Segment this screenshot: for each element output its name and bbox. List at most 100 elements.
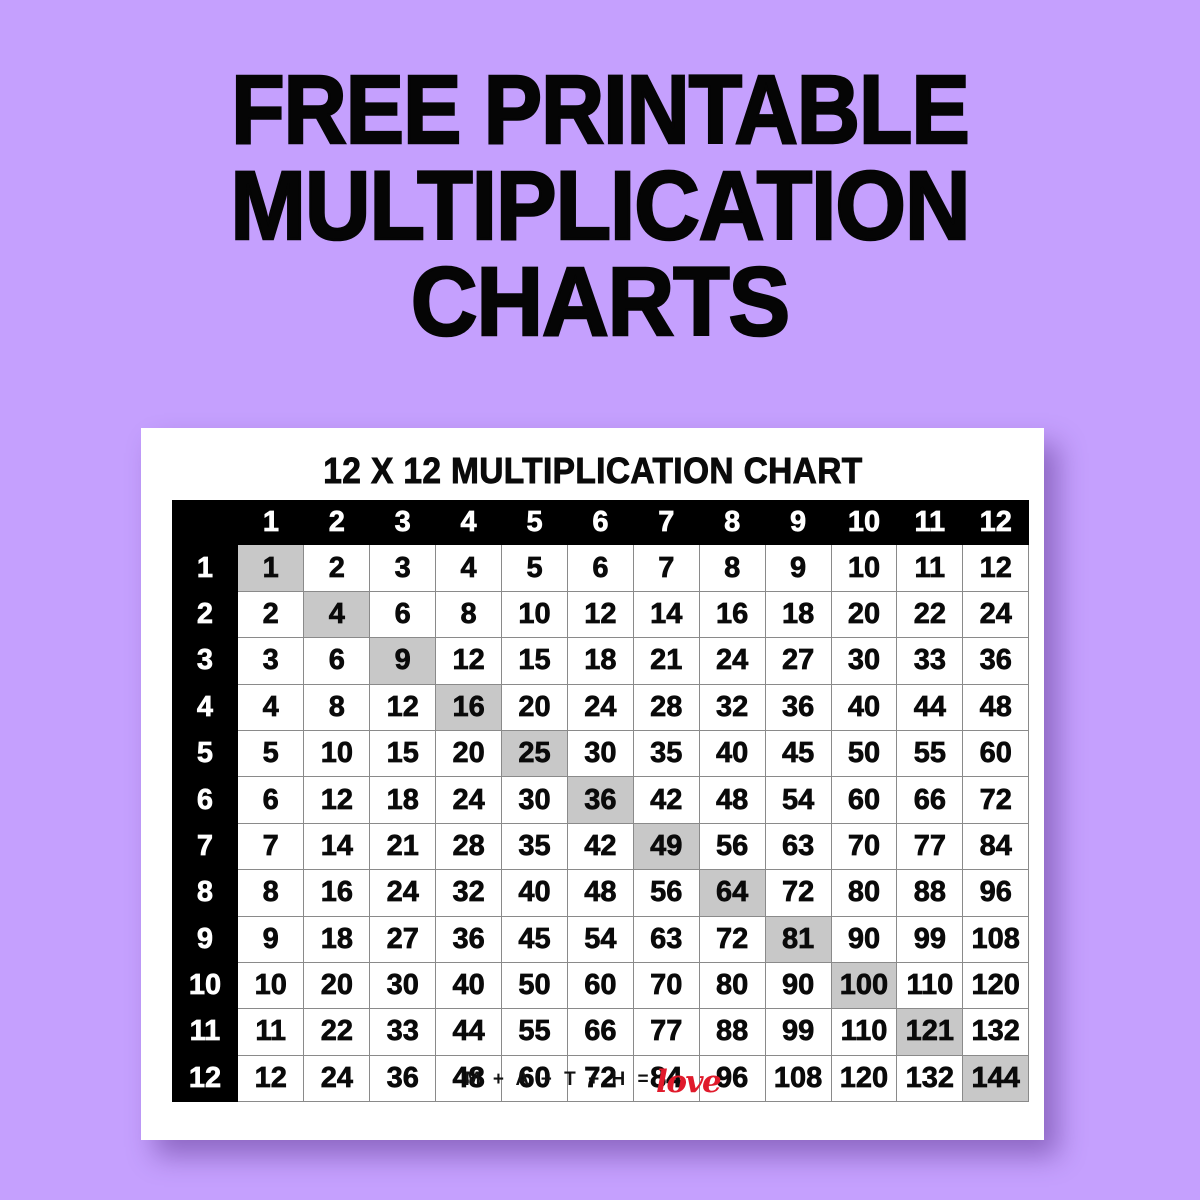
logo-love-text: love bbox=[656, 1064, 722, 1100]
cell-6x6: 36 bbox=[566, 776, 634, 824]
cell-6x7: 42 bbox=[632, 776, 700, 824]
cell-12x6: 72 bbox=[566, 1054, 634, 1103]
table-row: 9 9 18 27 36 45 54 63 72 81 90 99 108 bbox=[172, 915, 1030, 963]
cell-1x11: 11 bbox=[896, 545, 964, 592]
cell-1x10: 10 bbox=[830, 545, 898, 592]
cell-7x4: 28 bbox=[435, 822, 503, 871]
cell-9x3: 27 bbox=[369, 915, 437, 963]
column-header-1: 1 bbox=[238, 500, 304, 546]
page-title: FREE PRINTABLE MULTIPLICATION CHARTS bbox=[0, 55, 1200, 357]
cell-7x12: 84 bbox=[962, 822, 1030, 871]
cell-10x3: 30 bbox=[369, 961, 437, 1010]
cell-11x12: 132 bbox=[962, 1008, 1030, 1056]
table-row: 8 8 16 24 32 40 48 56 64 72 80 88 96 bbox=[172, 869, 1030, 917]
cell-2x4: 8 bbox=[435, 590, 503, 639]
cell-4x5: 20 bbox=[501, 683, 568, 731]
cell-4x11: 44 bbox=[896, 683, 964, 731]
cell-7x9: 63 bbox=[764, 822, 832, 871]
cell-8x9: 72 bbox=[764, 869, 832, 917]
cell-3x2: 6 bbox=[303, 637, 371, 685]
cell-11x1: 11 bbox=[238, 1008, 305, 1056]
cell-5x9: 45 bbox=[764, 729, 832, 778]
cell-6x5: 30 bbox=[501, 776, 568, 824]
cell-10x5: 50 bbox=[501, 961, 568, 1010]
cell-5x1: 5 bbox=[238, 729, 305, 778]
cell-7x11: 77 bbox=[896, 822, 964, 871]
cell-2x8: 16 bbox=[698, 590, 766, 639]
table-row: 12 12 24 36 48 60 72 84 96 108 120 132 144 bbox=[172, 1054, 1030, 1103]
cell-11x6: 66 bbox=[566, 1008, 634, 1056]
table-row: 1 1 2 3 4 5 6 7 8 9 10 11 12 bbox=[172, 545, 1030, 592]
cell-7x3: 21 bbox=[369, 822, 437, 871]
cell-2x3: 6 bbox=[369, 590, 437, 639]
table-row: 3 3 6 9 12 15 18 21 24 27 30 33 36 bbox=[172, 637, 1030, 685]
cell-2x6: 12 bbox=[566, 590, 634, 639]
cell-7x7: 49 bbox=[632, 822, 700, 871]
printable-chart-card[interactable]: 12 x 12 MULTIPLICATION CHART 1 2 3 4 5 6 7 8 9 10… bbox=[141, 428, 1044, 1140]
cell-9x12: 108 bbox=[962, 915, 1030, 963]
table-body: 1 1 2 3 4 5 6 7 8 9 10 11 12 2 2 4 6 8 10 12 14 16 18 20 22 24 3 3 6… bbox=[172, 545, 1030, 1103]
row-header-6: 6 bbox=[172, 776, 238, 824]
cell-1x6: 6 bbox=[566, 545, 634, 592]
cell-11x11: 121 bbox=[896, 1008, 964, 1056]
cell-6x2: 12 bbox=[303, 776, 371, 824]
cell-11x8: 88 bbox=[698, 1008, 766, 1056]
row-header-1: 1 bbox=[172, 545, 238, 592]
cell-7x6: 42 bbox=[566, 822, 634, 871]
cell-1x9: 9 bbox=[764, 545, 832, 592]
cell-1x12: 12 bbox=[962, 545, 1030, 592]
column-header-10: 10 bbox=[831, 500, 897, 546]
cell-2x2: 4 bbox=[303, 590, 371, 639]
cell-11x2: 22 bbox=[303, 1008, 371, 1056]
cell-10x9: 90 bbox=[764, 961, 832, 1010]
cell-7x8: 56 bbox=[698, 822, 766, 871]
cell-4x7: 28 bbox=[632, 683, 700, 731]
cell-6x9: 54 bbox=[764, 776, 832, 824]
cell-4x8: 32 bbox=[698, 683, 766, 731]
headline-line-3: CHARTS bbox=[410, 247, 792, 357]
cell-12x8: 96 bbox=[698, 1054, 766, 1103]
cell-10x8: 80 bbox=[698, 961, 766, 1010]
cell-5x12: 60 bbox=[962, 729, 1030, 778]
cell-8x3: 24 bbox=[369, 869, 437, 917]
cell-2x1: 2 bbox=[238, 590, 305, 639]
row-header-4: 4 bbox=[172, 684, 238, 731]
cell-2x9: 18 bbox=[764, 590, 832, 639]
column-header-6: 6 bbox=[567, 500, 634, 546]
cell-7x1: 7 bbox=[238, 822, 305, 871]
column-header-8: 8 bbox=[699, 500, 766, 546]
cell-3x11: 33 bbox=[896, 637, 964, 685]
cell-1x7: 7 bbox=[632, 545, 700, 592]
row-header-8: 8 bbox=[172, 869, 238, 917]
cell-4x12: 48 bbox=[962, 683, 1030, 731]
cell-12x10: 120 bbox=[830, 1054, 898, 1103]
cell-3x5: 15 bbox=[501, 637, 568, 685]
cell-3x8: 24 bbox=[698, 637, 766, 685]
cell-9x5: 45 bbox=[501, 915, 568, 963]
row-header-3: 3 bbox=[172, 637, 238, 685]
multiplication-table: 1 2 3 4 5 6 7 8 9 10 11 12 1 1 2 3 4 5 6 7 8 9 10 11 12 2 2 4 6 8 10 1… bbox=[172, 500, 1030, 1103]
table-row: 11 11 22 33 44 55 66 77 88 99 110 121 132 bbox=[172, 1008, 1030, 1056]
cell-4x1: 4 bbox=[238, 683, 305, 731]
cell-3x7: 21 bbox=[632, 637, 700, 685]
cell-3x1: 3 bbox=[238, 637, 305, 685]
cell-12x4: 48 bbox=[435, 1054, 503, 1103]
cell-8x7: 56 bbox=[632, 869, 700, 917]
cell-2x11: 22 bbox=[896, 590, 964, 639]
cell-3x4: 12 bbox=[435, 637, 503, 685]
row-header-12: 12 bbox=[172, 1055, 238, 1102]
headline-line-1: FREE PRINTABLE bbox=[230, 55, 971, 164]
cell-1x1: 1 bbox=[238, 545, 305, 592]
cell-10x7: 70 bbox=[632, 961, 700, 1010]
cell-10x12: 120 bbox=[962, 961, 1030, 1010]
cell-5x10: 50 bbox=[830, 729, 898, 778]
cell-8x10: 80 bbox=[830, 869, 898, 917]
table-row: 2 2 4 6 8 10 12 14 16 18 20 22 24 bbox=[172, 590, 1030, 639]
cell-6x10: 60 bbox=[830, 776, 898, 824]
chart-title: 12 x 12 MULTIPLICATION CHART bbox=[141, 450, 1044, 492]
cell-8x11: 88 bbox=[896, 869, 964, 917]
cell-3x12: 36 bbox=[962, 637, 1030, 685]
cell-3x10: 30 bbox=[830, 637, 898, 685]
column-header-12: 12 bbox=[962, 500, 1029, 546]
